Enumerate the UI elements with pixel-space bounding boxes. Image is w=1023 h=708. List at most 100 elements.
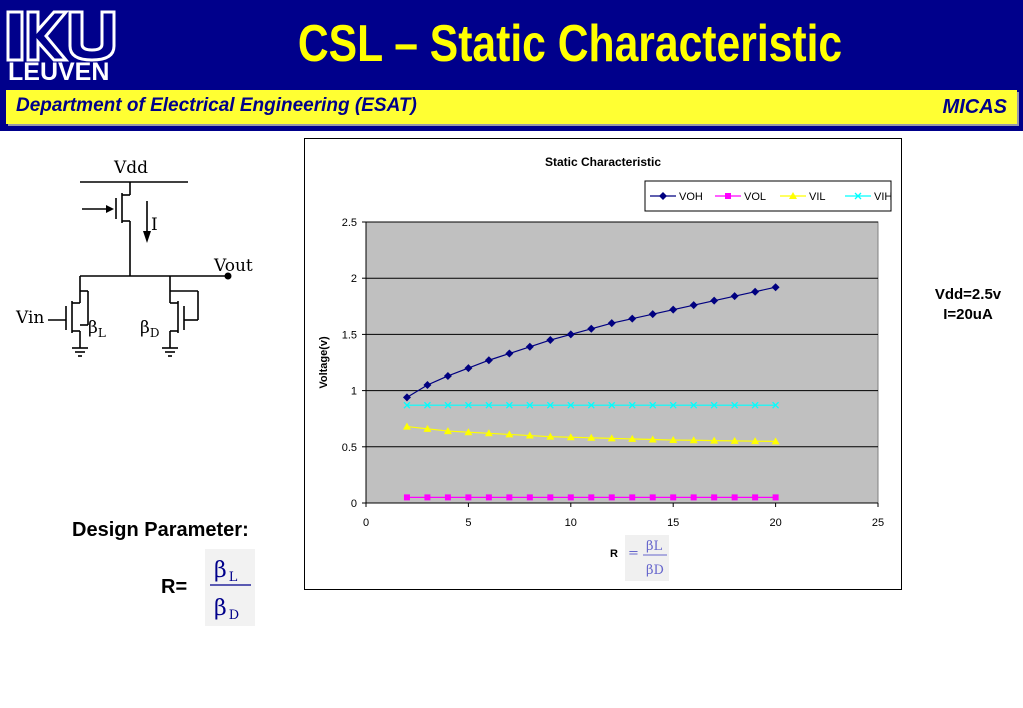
x-axis-numerator: βL <box>646 539 663 554</box>
department-banner: Department of Electrical Engineering (ES… <box>6 90 1017 124</box>
data-point-vih <box>710 401 718 409</box>
department-name: Department of Electrical Engineering (ES… <box>16 95 417 116</box>
gate-arrow-icon <box>106 205 114 213</box>
data-point-vih <box>485 401 493 409</box>
output-node <box>224 272 232 280</box>
data-point-vih <box>772 401 780 409</box>
data-point-voh <box>402 393 411 402</box>
data-point-voh <box>689 301 698 310</box>
y-tick-label: 2.5 <box>342 217 357 229</box>
data-point-vil <box>505 430 514 438</box>
data-point-vol <box>690 494 697 501</box>
data-point-vil <box>464 428 473 436</box>
data-point-voh <box>423 380 432 389</box>
x-axis-equals: = <box>628 546 639 561</box>
data-point-voh <box>525 342 534 351</box>
x-tick-label: 20 <box>769 517 781 529</box>
data-point-vol <box>547 494 554 501</box>
data-point-vol <box>526 494 533 501</box>
x-axis-fraction-bg <box>625 535 669 581</box>
legend-label-vil: VIL <box>809 191 826 203</box>
legend-label-vol: VOL <box>744 191 766 203</box>
chart-title: Static Characteristic <box>545 155 661 169</box>
data-point-vil <box>771 437 780 445</box>
data-point-vih <box>669 401 677 409</box>
data-point-vil <box>730 436 739 444</box>
data-point-vih <box>464 401 472 409</box>
x-tick-label: 0 <box>363 517 369 529</box>
beta-d-label: βD <box>140 318 159 340</box>
data-point-voh <box>628 314 637 323</box>
data-point-vih <box>690 401 698 409</box>
data-point-vol <box>588 494 595 501</box>
data-point-vol <box>711 494 718 501</box>
slide-title: CSL – Static Characteristic <box>297 15 843 73</box>
data-point-vih <box>731 401 739 409</box>
legend-label-voh: VOH <box>679 191 703 203</box>
y-tick-label: 1.5 <box>342 329 357 341</box>
plot-area <box>365 221 879 504</box>
legend-marker-vol <box>725 193 731 199</box>
data-point-voh <box>505 349 514 358</box>
data-point-vol <box>485 494 492 501</box>
data-point-vol <box>608 494 615 501</box>
data-point-vil <box>484 429 493 437</box>
data-point-vil <box>402 422 411 430</box>
data-point-vih <box>546 401 554 409</box>
data-point-vol <box>567 494 574 501</box>
data-point-vil <box>525 431 534 439</box>
data-point-vil <box>423 424 432 432</box>
data-point-vil <box>546 432 555 440</box>
vout-label: Vout <box>213 256 253 276</box>
data-point-vih <box>751 401 759 409</box>
data-point-vil <box>566 433 575 441</box>
current-label: I <box>151 215 158 235</box>
data-point-vol <box>629 494 636 501</box>
data-point-vih <box>505 401 513 409</box>
y-axis-label: Voltage(v) <box>318 336 330 389</box>
data-point-voh <box>443 371 452 380</box>
operating-conditions: Vdd=2.5v I=20uA <box>918 285 1018 325</box>
x-tick-label: 10 <box>565 517 577 529</box>
chart-frame: 0 0.5 1 1.5 2 2.5 0 5 10 15 20 25 Static Characteris… <box>304 138 902 590</box>
data-point-vil <box>587 433 596 441</box>
data-point-vol <box>670 494 677 501</box>
y-tick-label: 0 <box>351 498 357 510</box>
ku-leuven-logo <box>6 10 116 62</box>
x-tick-label: 25 <box>872 517 884 529</box>
legend-marker-vih <box>854 192 862 200</box>
vdd-condition: Vdd=2.5v <box>934 286 1002 303</box>
data-point-voh <box>484 356 493 365</box>
y-tick-label: 1 <box>351 386 357 398</box>
current-condition: I=20uA <box>943 306 993 323</box>
data-point-vol <box>731 494 738 501</box>
data-point-vol <box>424 494 431 501</box>
data-point-vih <box>444 401 452 409</box>
data-point-voh <box>730 292 739 301</box>
current-arrow-icon <box>143 231 151 243</box>
data-point-vih <box>587 401 595 409</box>
circuit-schematic: Vdd I Vout Vin βL βD <box>15 158 253 357</box>
data-point-vol <box>444 494 451 501</box>
data-point-voh <box>546 336 555 345</box>
data-point-vil <box>443 427 452 435</box>
data-point-voh <box>587 324 596 333</box>
data-point-vih <box>649 401 657 409</box>
data-point-vil <box>648 435 657 443</box>
group-name: MICAS <box>942 96 1007 118</box>
legend-marker-voh <box>659 192 667 200</box>
data-point-voh <box>607 319 616 328</box>
data-point-vih <box>423 401 431 409</box>
beta-l-label: βL <box>88 318 106 340</box>
x-tick-label: 15 <box>667 517 679 529</box>
data-point-vol <box>403 494 410 501</box>
data-point-voh <box>566 330 575 339</box>
x-axis-denominator: βD <box>646 563 664 578</box>
y-tick-label: 2 <box>351 273 357 285</box>
design-parameter-label: Design Parameter: <box>72 519 249 541</box>
r-equals-label: R= <box>161 576 188 598</box>
data-point-vol <box>752 494 759 501</box>
